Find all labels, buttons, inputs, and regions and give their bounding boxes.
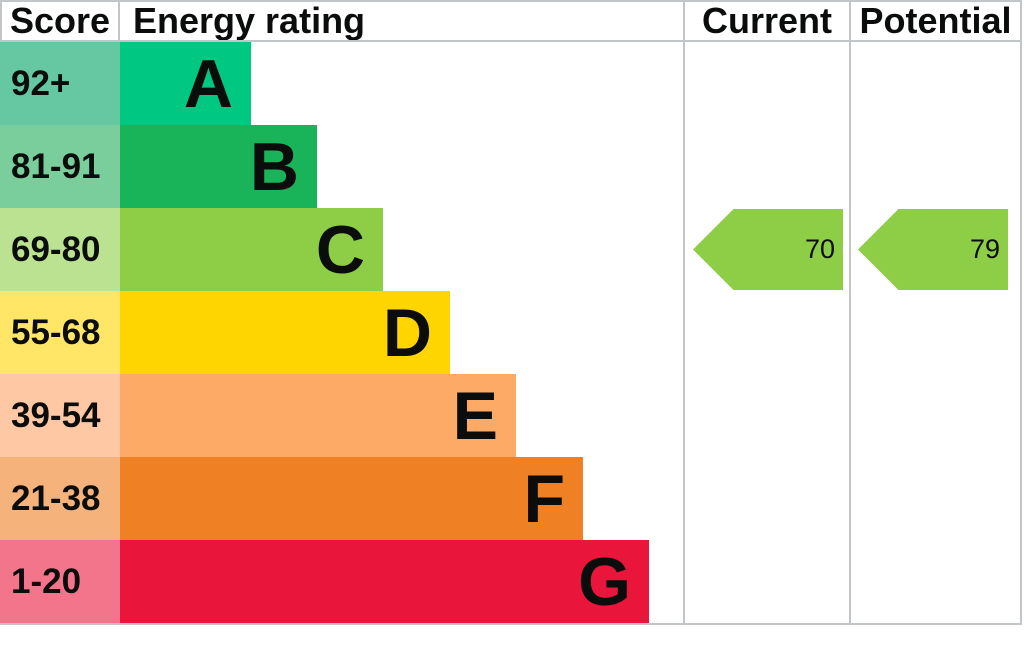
band-row-g: 1-20 G bbox=[0, 540, 683, 623]
band-grade-letter: E bbox=[452, 377, 498, 454]
band-bar: E bbox=[120, 374, 516, 457]
band-grade-letter: D bbox=[382, 294, 432, 371]
band-rows: 92+ A 81-91 B 69-80 C 55-68 D 39-54 E 21… bbox=[0, 42, 683, 623]
band-score-range: 69-80 bbox=[0, 208, 120, 291]
band-grade-letter: C bbox=[315, 211, 365, 288]
header-energy-rating: Energy rating bbox=[133, 2, 366, 40]
potential-column: 79 bbox=[849, 42, 1022, 623]
band-grade-letter: B bbox=[249, 128, 299, 205]
band-grade-letter: G bbox=[578, 543, 631, 620]
chart-body: 92+ A 81-91 B 69-80 C 55-68 D 39-54 E 21… bbox=[0, 42, 1022, 625]
band-row-a: 92+ A bbox=[0, 42, 683, 125]
band-row-c: 69-80 C bbox=[0, 208, 683, 291]
band-score-range: 92+ bbox=[0, 42, 120, 125]
band-bar: D bbox=[120, 291, 450, 374]
header-row: Score Energy rating Current Potential bbox=[0, 0, 1022, 42]
band-grade-letter: F bbox=[523, 460, 565, 537]
potential-arrow: 79 bbox=[858, 209, 1008, 290]
band-score-range: 81-91 bbox=[0, 125, 120, 208]
band-row-d: 55-68 D bbox=[0, 291, 683, 374]
band-bar: G bbox=[120, 540, 649, 623]
current-arrow: 70 bbox=[693, 209, 843, 290]
current-value: 70 bbox=[804, 234, 835, 264]
header-potential: Potential bbox=[849, 2, 1022, 40]
band-score-range: 55-68 bbox=[0, 291, 120, 374]
band-bar: B bbox=[120, 125, 317, 208]
band-row-b: 81-91 B bbox=[0, 125, 683, 208]
band-score-range: 21-38 bbox=[0, 457, 120, 540]
band-score-range: 39-54 bbox=[0, 374, 120, 457]
band-bar: C bbox=[120, 208, 383, 291]
current-column: 70 bbox=[683, 42, 849, 623]
band-row-e: 39-54 E bbox=[0, 374, 683, 457]
band-row-f: 21-38 F bbox=[0, 457, 683, 540]
band-grade-letter: A bbox=[183, 45, 233, 122]
band-bar: F bbox=[120, 457, 583, 540]
header-current: Current bbox=[683, 2, 849, 40]
band-score-range: 1-20 bbox=[0, 540, 120, 623]
header-score: Score bbox=[0, 2, 120, 40]
potential-value: 79 bbox=[969, 234, 1000, 264]
band-bar: A bbox=[120, 42, 251, 125]
